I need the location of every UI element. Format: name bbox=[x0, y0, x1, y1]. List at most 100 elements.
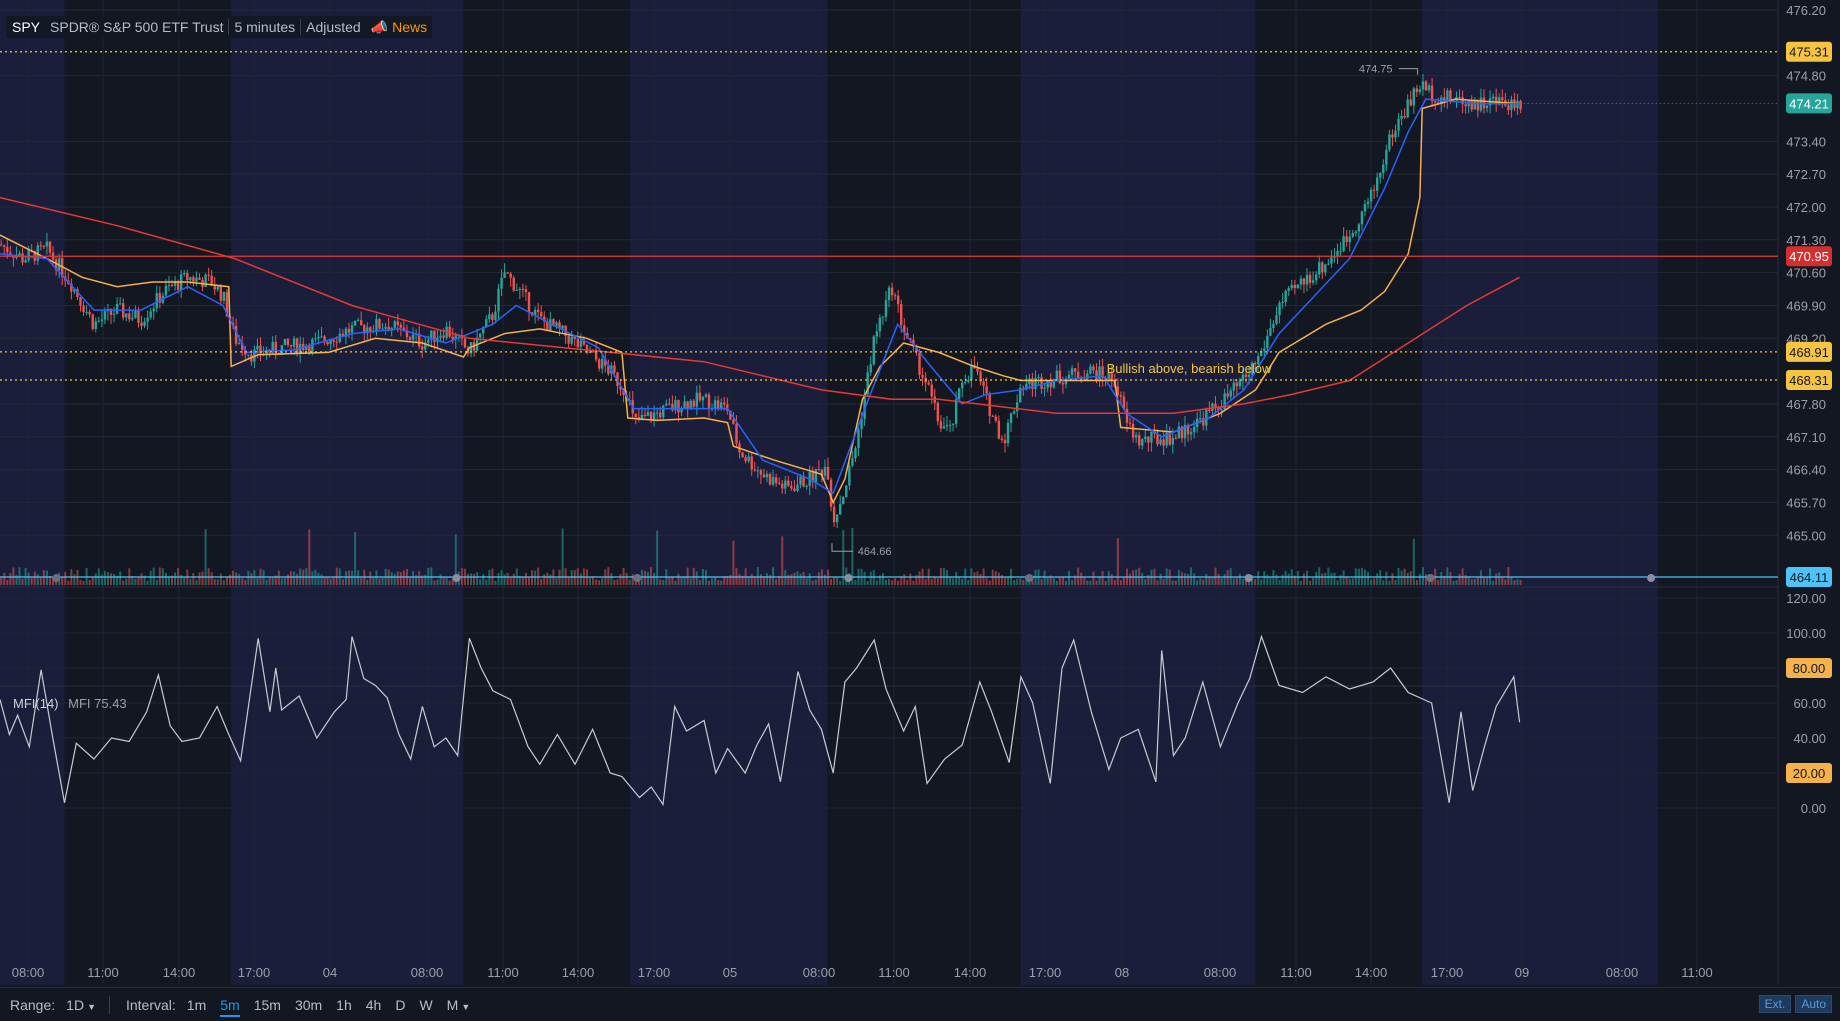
candle-body bbox=[567, 336, 570, 344]
range-dropdown[interactable]: 1D ▼ bbox=[59, 997, 103, 1013]
candle-body bbox=[317, 336, 320, 338]
candle-body bbox=[988, 393, 991, 416]
candle-body bbox=[1098, 366, 1101, 381]
ext-toggle[interactable]: Ext. bbox=[1758, 995, 1792, 1013]
volume-bar bbox=[900, 576, 903, 585]
candle-body bbox=[9, 252, 12, 256]
interval-15m-button[interactable]: 15m bbox=[253, 996, 281, 1013]
time-tick-label: 11:00 bbox=[878, 965, 910, 980]
volume-bar bbox=[1501, 576, 1504, 585]
candle-body bbox=[326, 341, 329, 345]
candle-body bbox=[497, 288, 500, 312]
megaphone-icon: 📣 bbox=[370, 18, 389, 35]
interval-4h-button[interactable]: 4h bbox=[365, 996, 382, 1013]
interval-5m-button[interactable]: 5m bbox=[220, 996, 240, 1017]
interval-w-button[interactable]: W bbox=[419, 996, 433, 1013]
candle-body bbox=[1333, 256, 1336, 258]
volume-bar bbox=[1025, 576, 1028, 585]
volume-bar bbox=[0, 577, 3, 585]
candle-body bbox=[292, 338, 296, 347]
candle-body bbox=[1311, 280, 1315, 283]
volume-bar bbox=[1415, 579, 1418, 585]
candle-body bbox=[70, 283, 73, 292]
volume-bar bbox=[512, 573, 515, 585]
volume-bar bbox=[561, 528, 564, 585]
horizontal-levels[interactable] bbox=[0, 51, 1778, 578]
adjusted-label[interactable]: Adjusted bbox=[306, 19, 361, 35]
volume-bar bbox=[1208, 576, 1211, 585]
volume-bar bbox=[811, 580, 814, 585]
volume-bar bbox=[1345, 576, 1348, 585]
mfi-name[interactable]: MFI(14) bbox=[13, 696, 59, 711]
volume-bar bbox=[521, 577, 524, 585]
candle-body bbox=[570, 336, 573, 344]
candle-body bbox=[1220, 409, 1223, 411]
volume-bar bbox=[598, 580, 601, 585]
candle-body bbox=[1009, 413, 1013, 423]
auto-scale-toggle[interactable]: Auto bbox=[1795, 995, 1832, 1013]
candle-body bbox=[683, 401, 686, 409]
volume-bar bbox=[503, 574, 506, 585]
candle-body bbox=[652, 412, 656, 421]
candle-body bbox=[158, 293, 162, 303]
chart-annotations: Bullish above, bearish below 474.75 464.66 bbox=[52, 64, 1656, 582]
volume-bar bbox=[9, 573, 12, 585]
candle-body bbox=[1339, 250, 1342, 252]
candle-body bbox=[57, 258, 61, 271]
volume-bar bbox=[976, 571, 979, 585]
interval-30m-button[interactable]: 30m bbox=[294, 996, 323, 1013]
volume-bar bbox=[884, 579, 887, 585]
candle-body bbox=[439, 335, 442, 338]
volume-bar bbox=[646, 572, 649, 585]
news-button[interactable]: 📣 News bbox=[366, 19, 432, 36]
candle-body bbox=[976, 368, 979, 372]
candle-body bbox=[1119, 395, 1123, 397]
interval-d-button[interactable]: D bbox=[395, 996, 406, 1013]
candle-body bbox=[436, 337, 439, 342]
volume-bar bbox=[1174, 580, 1177, 585]
volume-bar bbox=[1336, 580, 1339, 585]
candle-body bbox=[1433, 101, 1437, 103]
mfi-value: MFI 75.43 bbox=[68, 696, 127, 711]
volume-bar bbox=[1043, 570, 1046, 585]
symbol-ticker[interactable]: SPY bbox=[12, 19, 41, 35]
price-axis[interactable]: 476.20474.80473.40472.70472.00471.30470.… bbox=[1786, 3, 1832, 816]
volume-bar bbox=[708, 580, 711, 585]
candle-body bbox=[1061, 383, 1065, 385]
volume-bar bbox=[1251, 575, 1254, 585]
candle-body bbox=[332, 340, 335, 342]
volume-bar bbox=[1327, 567, 1330, 585]
caret-down-icon: ▼ bbox=[461, 1001, 471, 1012]
candle-body bbox=[118, 303, 122, 305]
volume-bar bbox=[152, 567, 155, 585]
price-tick-label: 471.30 bbox=[1786, 233, 1826, 248]
candle-body bbox=[1507, 105, 1510, 111]
candle-body bbox=[781, 483, 784, 489]
interval-m-dropdown[interactable]: M ▼ bbox=[440, 997, 478, 1013]
volume-bar bbox=[933, 577, 936, 585]
volume-bar bbox=[888, 578, 891, 585]
candle-body bbox=[1501, 97, 1504, 101]
candle-body bbox=[94, 321, 97, 329]
candle-body bbox=[1208, 409, 1211, 412]
candle-body bbox=[173, 280, 177, 286]
volume-bar bbox=[158, 567, 161, 585]
interval-label[interactable]: 5 minutes bbox=[234, 19, 296, 35]
candle-body bbox=[1250, 363, 1254, 375]
volume-bar bbox=[308, 529, 311, 585]
volume-bar bbox=[201, 571, 204, 585]
time-axis[interactable]: 08:00 11:00 14:00 17:00 04 08:00 11:00 14:00 17:… bbox=[12, 965, 1713, 980]
volume-bar bbox=[167, 576, 170, 585]
interval-1h-button[interactable]: 1h bbox=[336, 996, 352, 1013]
interval-1m-button[interactable]: 1m bbox=[186, 996, 207, 1013]
mfi-tick-label: 40.00 bbox=[1793, 731, 1826, 746]
volume-bar bbox=[500, 570, 503, 585]
volume-bar bbox=[497, 572, 500, 585]
volume-bar bbox=[1498, 572, 1501, 585]
volume-bar bbox=[1196, 580, 1199, 585]
candle-body bbox=[338, 333, 342, 342]
candle-body bbox=[1385, 149, 1388, 165]
volume-bar bbox=[741, 575, 744, 585]
time-tick-label: 14:00 bbox=[1355, 965, 1388, 980]
